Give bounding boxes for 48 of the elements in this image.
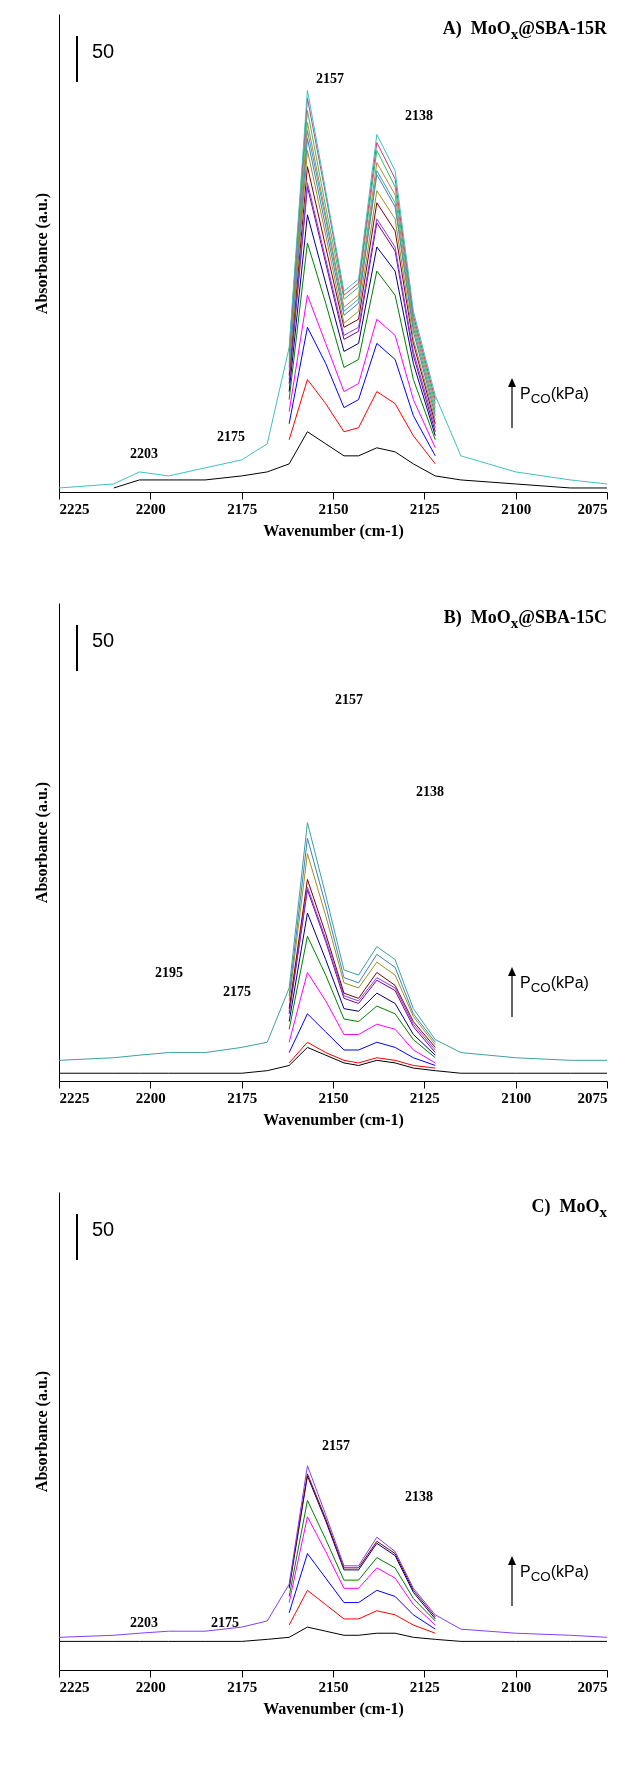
annotation: 2138 (405, 108, 433, 124)
y-axis-title: Absorbance (a.u.) (32, 781, 51, 904)
x-tick-label: 2200 (135, 500, 166, 517)
annotation: 2138 (405, 1489, 433, 1505)
x-axis-title: Wavenumber (cm-1) (263, 1699, 404, 1718)
text: 50 (92, 1218, 115, 1241)
text: 50 (92, 629, 115, 652)
x-axis-title: Wavenumber (cm-1) (263, 1110, 404, 1129)
x-tick-label: 2075 (577, 1678, 608, 1695)
y-axis-title: Absorbance (a.u.) (32, 1370, 51, 1493)
x-tick-label: 2100 (501, 1089, 532, 1106)
x-tick-label: 2150 (318, 1678, 349, 1695)
annotation: 2175 (223, 984, 251, 1000)
annotation: 2175 (217, 429, 245, 445)
x-tick-label: 2225 (59, 1678, 90, 1695)
x-tick-label: 2225 (59, 1089, 90, 1106)
x-tick-label: 2125 (409, 500, 440, 517)
text: 50 (92, 40, 115, 63)
annotation: 2195 (155, 965, 183, 981)
x-tick-label: 2100 (501, 500, 532, 517)
x-tick-label: 2125 (409, 1678, 440, 1695)
annotation: 2203 (130, 446, 158, 462)
annotation: P$_{CO}$(kPa) (520, 1563, 589, 1585)
annotation: 2203 (130, 1615, 158, 1631)
text: 2157 (316, 71, 344, 87)
x-tick-label: 2150 (318, 1089, 349, 1106)
x-tick-label: 2100 (501, 1678, 532, 1695)
y-axis-title: Absorbance (a.u.) (32, 192, 51, 315)
annotation: P$_{CO}$(kPa) (520, 974, 589, 996)
x-tick-label: 2075 (577, 1089, 608, 1106)
text: 2157 (322, 1438, 350, 1454)
x-tick-label: 2175 (227, 1678, 258, 1695)
chart-title: B) MoO$_{x}$@SBA-15C (443, 607, 607, 632)
x-tick-label: 2225 (59, 500, 90, 517)
chart-title: C) MoO$_{x}$ (531, 1196, 607, 1221)
x-tick-label: 2125 (409, 1089, 440, 1106)
x-tick-label: 2200 (135, 1089, 166, 1106)
x-axis-title: Wavenumber (cm-1) (263, 521, 404, 540)
text: 2157 (335, 692, 363, 708)
x-tick-label: 2175 (227, 1089, 258, 1106)
chart-title: A) MoO$_{x}$@SBA-15R (442, 18, 607, 43)
x-tick-label: 2200 (135, 1678, 166, 1695)
x-tick-label: 2175 (227, 500, 258, 517)
x-tick-label: 2075 (577, 500, 608, 517)
text: 2138 (416, 784, 444, 800)
annotation: 2175 (211, 1615, 239, 1631)
annotation: P$_{CO}$(kPa) (520, 385, 589, 407)
x-tick-label: 2150 (318, 500, 349, 517)
